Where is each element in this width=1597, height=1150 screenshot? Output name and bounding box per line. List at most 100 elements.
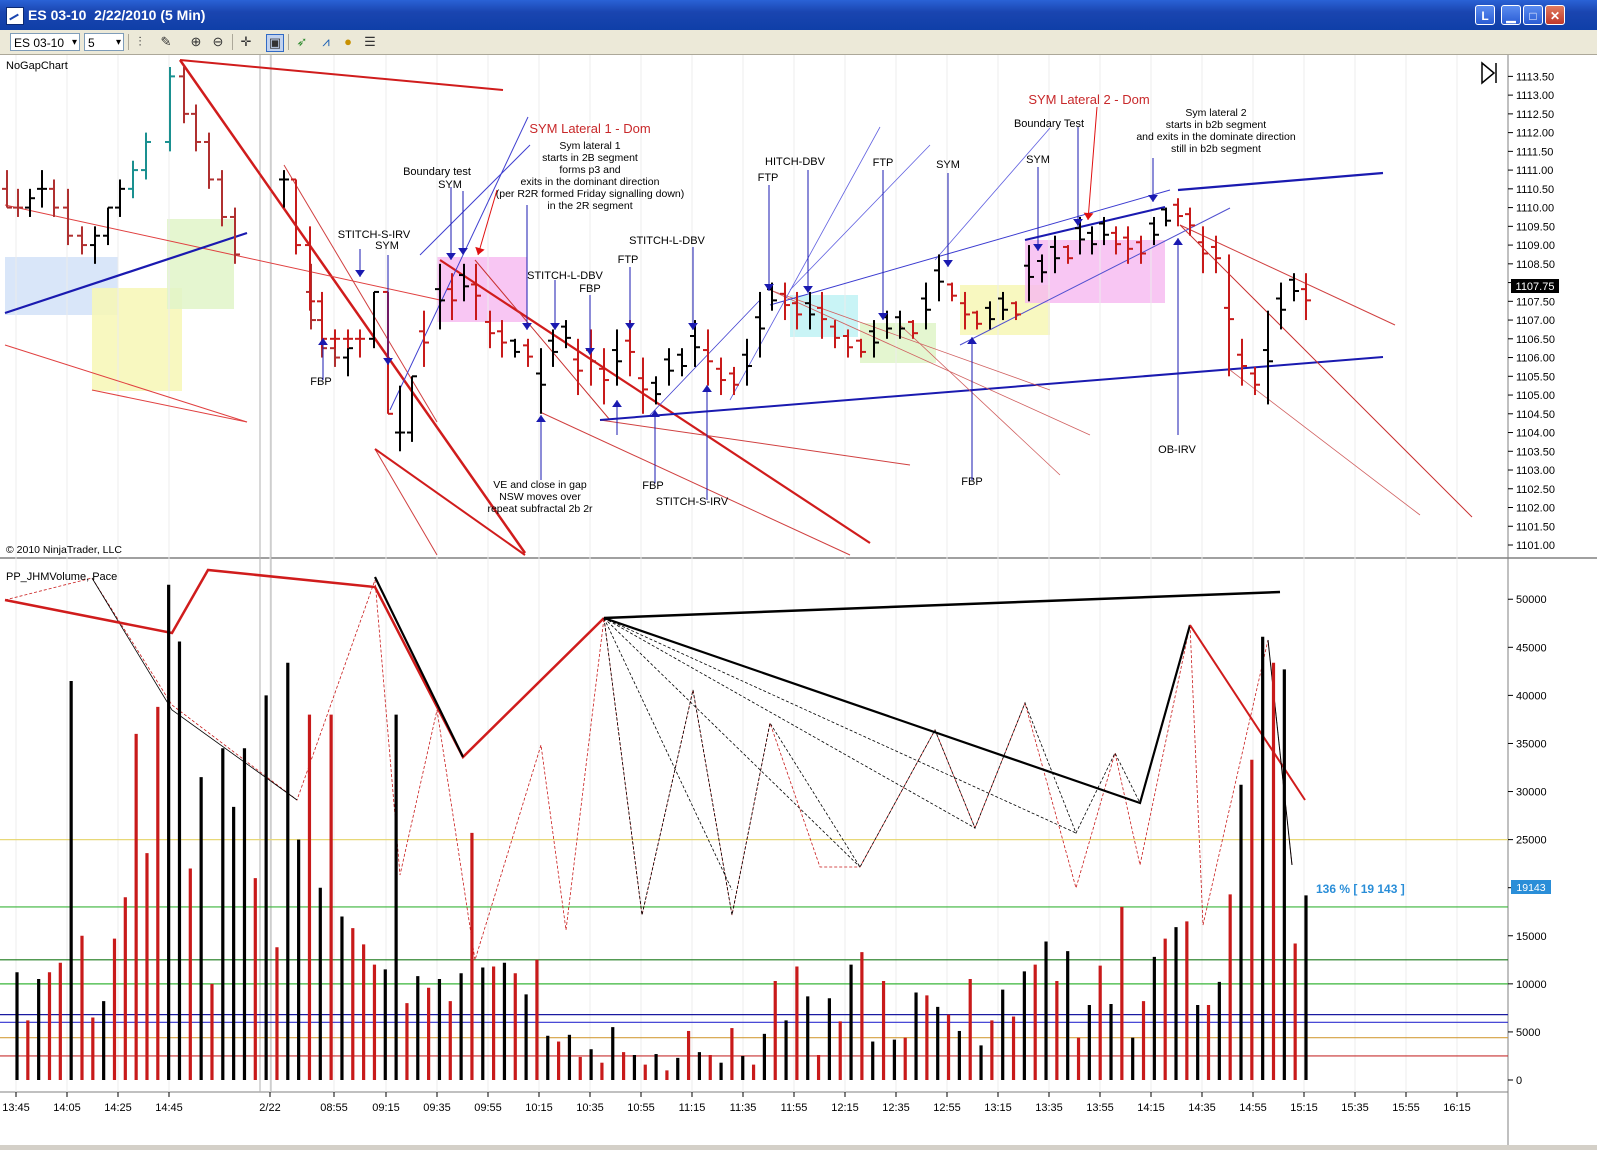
- indicators-icon[interactable]: ⩘: [322, 34, 330, 49]
- chart-annotation: FBP: [961, 476, 982, 488]
- trend-line: [283, 164, 438, 423]
- time-tick-label: 15:35: [1341, 1102, 1369, 1114]
- link-button[interactable]: L: [1475, 5, 1495, 25]
- trend-line: [1179, 224, 1396, 326]
- price-tick-label: 1107.00: [1516, 315, 1555, 327]
- annotation-arrow: [688, 247, 698, 330]
- price-bar: [716, 357, 726, 396]
- period-select[interactable]: 5 Min: [84, 33, 124, 68]
- properties-icon[interactable]: ☰: [364, 34, 376, 49]
- price-tick-label: 1107.50: [1516, 296, 1555, 308]
- chart-annotation: SYM: [936, 159, 960, 171]
- price-bar: [1136, 235, 1146, 264]
- price-tick-label: 1106.00: [1516, 353, 1555, 365]
- annotation-arrow: [446, 187, 456, 260]
- instrument-select[interactable]: ES 03-10: [10, 33, 80, 52]
- time-tick-label: 11:35: [730, 1102, 757, 1114]
- price-bar: [1050, 235, 1060, 274]
- price-bar: [690, 320, 700, 367]
- price-tick-label: 1105.00: [1516, 390, 1555, 402]
- annotation-arrow: [522, 205, 532, 330]
- price-bar: [1024, 245, 1034, 302]
- price-bar: [843, 329, 853, 358]
- volume-zigzag-red: [4, 577, 1293, 961]
- strategy-icon[interactable]: ➶: [296, 34, 308, 49]
- volume-fan-line: [603, 617, 861, 868]
- chart-annotation: in the 2R segment: [547, 200, 632, 212]
- chart-annotation: SYM Lateral 1 - Dom: [529, 121, 650, 136]
- crosshair-icon[interactable]: ✛: [240, 34, 252, 49]
- copyright-label: © 2010 NinjaTrader, LLC: [6, 544, 122, 556]
- annotation-arrow: [1033, 167, 1043, 251]
- price-bar: [573, 338, 583, 396]
- chart-annotation: FTP: [758, 172, 779, 184]
- time-tick-label: 15:55: [1392, 1102, 1420, 1114]
- price-bar: [638, 357, 648, 414]
- price-bar: [1198, 226, 1208, 274]
- drawing-pencil-icon[interactable]: ✎: [160, 34, 172, 49]
- time-tick-label: 13:35: [1035, 1102, 1063, 1114]
- price-bar: [204, 132, 214, 189]
- time-tick-label: 14:25: [104, 1102, 132, 1114]
- current-price-label: 1107.75: [1516, 281, 1555, 293]
- annotation-arrow: [1148, 158, 1158, 202]
- price-bar: [908, 320, 918, 339]
- current-volume-tag: [1511, 880, 1551, 894]
- maximize-button[interactable]: □: [1523, 5, 1543, 25]
- trend-line: [4, 344, 248, 423]
- volume-tick-label: 30000: [1516, 787, 1547, 799]
- chart-annotation: repeat subfractal 2b 2r: [487, 503, 593, 515]
- time-tick-label: 11:15: [679, 1102, 706, 1114]
- price-tick-label: 1109.50: [1516, 221, 1555, 233]
- zoom-out-icon[interactable]: ⊖: [212, 34, 224, 49]
- price-bar: [817, 291, 827, 339]
- alert-icon[interactable]: ●: [344, 34, 352, 49]
- time-tick-label: 14:55: [1239, 1102, 1267, 1114]
- price-bar: [830, 320, 840, 349]
- time-tick-label: 10:15: [525, 1102, 553, 1114]
- price-tick-label: 1108.50: [1516, 259, 1555, 271]
- zoom-in-icon[interactable]: ⊕: [190, 34, 202, 49]
- price-bar: [25, 188, 35, 217]
- time-tick-label: 09:35: [423, 1102, 451, 1114]
- price-bar: [128, 160, 138, 199]
- time-tick-label: 16:15: [1443, 1102, 1471, 1114]
- price-bar: [612, 329, 622, 386]
- price-bar: [330, 329, 340, 349]
- annotation-arrow: [536, 415, 546, 480]
- trend-line: [1177, 171, 1384, 192]
- chart-annotation: Boundary test: [403, 166, 471, 178]
- trend-line: [729, 126, 881, 401]
- price-bar: [1289, 273, 1299, 302]
- price-panel-title: NoGapChart: [6, 60, 68, 72]
- volume-zigzag-dotted: [603, 617, 1141, 916]
- price-bar: [1063, 245, 1073, 264]
- data-box-icon[interactable]: ▣: [266, 34, 284, 52]
- close-button[interactable]: ✕: [1545, 5, 1565, 25]
- price-bar: [869, 320, 879, 358]
- price-tick-label: 1112.50: [1516, 109, 1554, 121]
- trend-line: [769, 289, 1091, 436]
- volume-fan-line: [603, 617, 733, 891]
- chart-annotation: (per R2R formed Friday signalling down): [496, 188, 685, 200]
- chart-annotation: exits in the dominant direction: [521, 176, 660, 188]
- time-tick-label: 09:15: [372, 1102, 400, 1114]
- price-bar: [485, 310, 495, 349]
- bar-type-icon[interactable]: ⫶: [138, 34, 142, 49]
- annotation-arrow: [764, 185, 774, 291]
- price-bar: [305, 226, 315, 311]
- time-tick-label: 2/22: [259, 1102, 280, 1114]
- price-bar: [548, 329, 558, 367]
- price-tick-label: 1113.50: [1516, 71, 1554, 83]
- trend-line: [649, 299, 761, 416]
- time-tick-label: 14:35: [1188, 1102, 1216, 1114]
- chart-annotation: Sym lateral 2: [1185, 107, 1246, 119]
- price-bar: [217, 170, 227, 227]
- scroll-end-icon[interactable]: [1481, 61, 1497, 85]
- current-price-tag: [1511, 279, 1559, 293]
- minimize-button[interactable]: ▁: [1501, 5, 1521, 25]
- price-tick-label: 1111.00: [1516, 165, 1553, 177]
- price-bar: [742, 338, 752, 386]
- trend-line: [179, 59, 504, 91]
